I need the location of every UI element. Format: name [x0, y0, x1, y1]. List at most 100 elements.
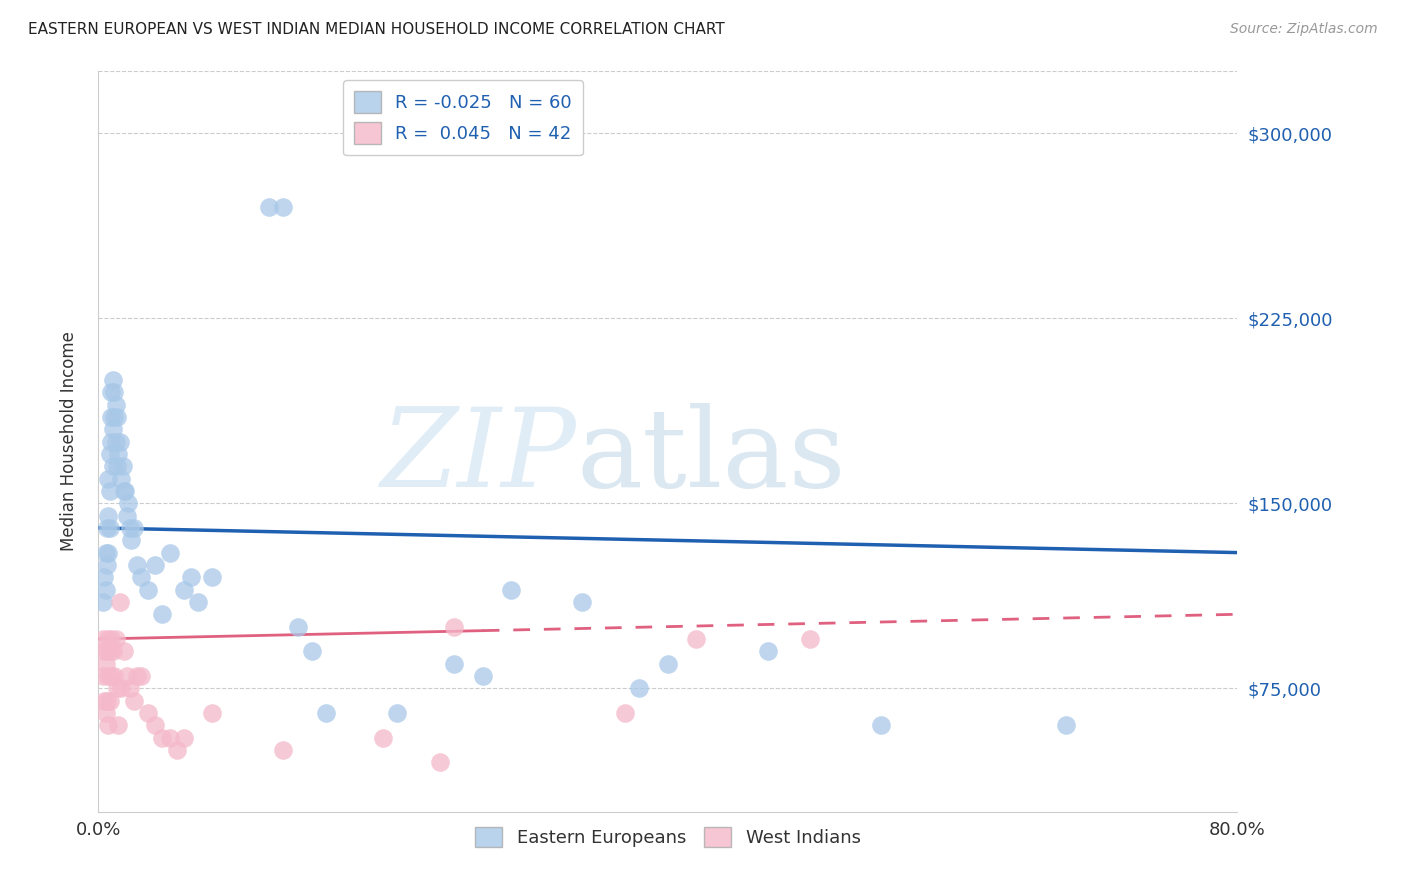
Point	[103, 409, 125, 424]
Point	[114, 483, 136, 498]
Point	[100, 632, 122, 646]
Text: Source: ZipAtlas.com: Source: ZipAtlas.com	[1230, 22, 1378, 37]
Point	[94, 545, 117, 560]
Point	[120, 533, 142, 548]
Point	[97, 471, 120, 485]
Point	[870, 718, 893, 732]
Point	[94, 582, 117, 597]
Point	[201, 706, 224, 720]
Point	[273, 743, 295, 757]
Point	[91, 632, 114, 646]
Point	[799, 632, 821, 646]
Point	[110, 681, 132, 696]
Point	[97, 508, 120, 523]
Point	[159, 731, 181, 745]
Point	[103, 669, 125, 683]
Point	[104, 398, 127, 412]
Point	[471, 669, 494, 683]
Point	[98, 644, 121, 658]
Point	[429, 756, 451, 770]
Point	[100, 409, 122, 424]
Point	[96, 644, 118, 658]
Point	[159, 545, 181, 560]
Point	[94, 706, 117, 720]
Point	[111, 459, 134, 474]
Point	[125, 558, 148, 572]
Point	[105, 681, 128, 696]
Y-axis label: Median Household Income: Median Household Income	[59, 332, 77, 551]
Point	[97, 669, 120, 683]
Point	[117, 496, 139, 510]
Point	[97, 632, 120, 646]
Point	[101, 459, 124, 474]
Point	[101, 422, 124, 436]
Text: ZIP: ZIP	[381, 402, 576, 510]
Point	[104, 434, 127, 449]
Point	[187, 595, 209, 609]
Point	[136, 706, 159, 720]
Point	[93, 570, 115, 584]
Point	[614, 706, 637, 720]
Point	[122, 521, 145, 535]
Point	[118, 681, 141, 696]
Point	[97, 545, 120, 560]
Point	[145, 718, 167, 732]
Point	[287, 620, 309, 634]
Point	[100, 669, 122, 683]
Point	[443, 620, 465, 634]
Point	[152, 731, 174, 745]
Point	[96, 521, 118, 535]
Point	[107, 718, 129, 732]
Point	[118, 521, 141, 535]
Point	[100, 385, 122, 400]
Point	[756, 644, 779, 658]
Point	[91, 669, 114, 683]
Point	[657, 657, 679, 671]
Point	[201, 570, 224, 584]
Point	[93, 694, 115, 708]
Point	[273, 200, 295, 214]
Point	[628, 681, 651, 696]
Point	[104, 632, 127, 646]
Point	[98, 521, 121, 535]
Point	[98, 483, 121, 498]
Point	[173, 731, 195, 745]
Point	[93, 644, 115, 658]
Point	[373, 731, 395, 745]
Point	[173, 582, 195, 597]
Point	[180, 570, 202, 584]
Text: atlas: atlas	[576, 403, 846, 510]
Point	[105, 409, 128, 424]
Text: EASTERN EUROPEAN VS WEST INDIAN MEDIAN HOUSEHOLD INCOME CORRELATION CHART: EASTERN EUROPEAN VS WEST INDIAN MEDIAN H…	[28, 22, 725, 37]
Point	[96, 694, 118, 708]
Point	[110, 471, 132, 485]
Point	[129, 669, 152, 683]
Point	[98, 447, 121, 461]
Point	[107, 447, 129, 461]
Point	[129, 570, 152, 584]
Point	[100, 434, 122, 449]
Point	[443, 657, 465, 671]
Point	[115, 508, 138, 523]
Point	[105, 459, 128, 474]
Point	[571, 595, 593, 609]
Point	[152, 607, 174, 622]
Point	[145, 558, 167, 572]
Point	[98, 694, 121, 708]
Point	[166, 743, 188, 757]
Point	[387, 706, 409, 720]
Point	[101, 644, 124, 658]
Point	[108, 595, 131, 609]
Point	[115, 669, 138, 683]
Point	[96, 558, 118, 572]
Point	[122, 694, 145, 708]
Legend: Eastern Europeans, West Indians: Eastern Europeans, West Indians	[468, 820, 868, 855]
Point	[259, 200, 281, 214]
Point	[97, 718, 120, 732]
Point	[301, 644, 323, 658]
Point	[112, 644, 135, 658]
Point	[91, 595, 114, 609]
Point	[94, 657, 117, 671]
Point	[1056, 718, 1078, 732]
Point	[501, 582, 523, 597]
